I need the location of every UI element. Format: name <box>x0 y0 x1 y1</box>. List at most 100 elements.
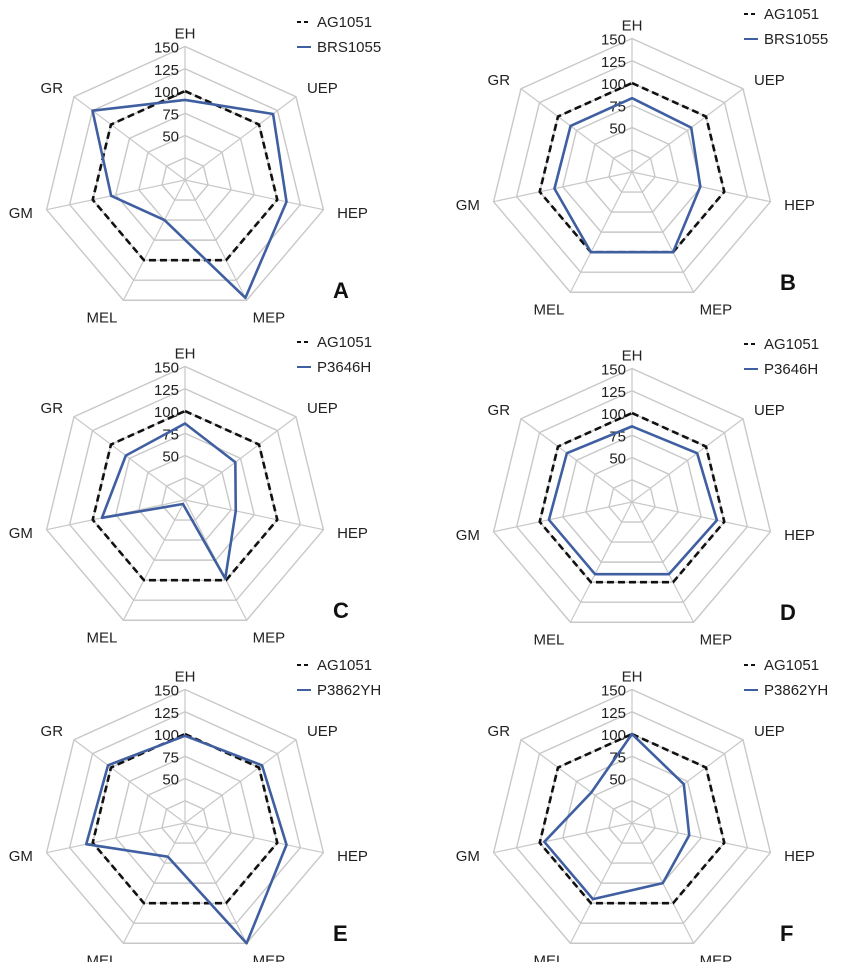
axis-label-eh: EH <box>175 669 196 686</box>
legend-label-ag1051: AG1051 <box>317 334 372 351</box>
axis-label-uep: UEP <box>307 400 338 417</box>
tick-label: 125 <box>601 384 626 401</box>
axis-label-hep: HEP <box>337 848 368 865</box>
axis-label-eh: EH <box>175 26 196 43</box>
axis-label-gm: GM <box>456 197 480 214</box>
spoke-uep <box>184 416 297 501</box>
axis-label-mep: MEP <box>253 952 286 962</box>
spoke-mel <box>122 822 186 944</box>
tick-label: 50 <box>162 449 179 466</box>
axis-label-mep: MEP <box>700 301 733 318</box>
axis-label-hep: HEP <box>337 205 368 222</box>
radar-panel-b: 5075100125150EHUEPHEPMEPMELGMGRAG1051BRS… <box>456 6 828 318</box>
grid-ring-125 <box>68 387 302 601</box>
legend-label-brs1055: BRS1055 <box>764 31 828 48</box>
spoke-mel <box>569 822 633 944</box>
legend-label-ag1051: AG1051 <box>764 6 819 23</box>
axis-label-gm: GM <box>9 525 33 542</box>
legend-label-p3862yh: P3862YH <box>764 682 828 699</box>
axis-label-gr: GR <box>41 723 64 740</box>
spoke-gr <box>73 416 186 501</box>
axis-label-hep: HEP <box>784 527 815 544</box>
spoke-uep <box>631 739 744 824</box>
tick-label: 75 <box>162 106 179 123</box>
series-p3862yh <box>543 732 691 901</box>
tick-label: 150 <box>154 40 179 57</box>
axis-label-hep: HEP <box>784 848 815 865</box>
grid-ring-50 <box>138 454 232 541</box>
tick-label: 100 <box>601 406 626 423</box>
tick-label: 100 <box>601 76 626 93</box>
tick-label: 50 <box>609 121 626 138</box>
legend-label-p3646h: P3646H <box>317 359 371 376</box>
legend-label-p3862yh: P3862YH <box>317 682 381 699</box>
tick-label: 150 <box>601 32 626 49</box>
grid-ring-75 <box>115 755 255 884</box>
spoke-uep <box>631 418 744 503</box>
axis-label-mel: MEL <box>86 952 117 962</box>
grid-ring-25 <box>161 799 209 844</box>
spoke-gm <box>493 171 633 203</box>
grid-ring-50 <box>585 126 679 213</box>
spoke-gr <box>520 88 633 173</box>
tick-label: 150 <box>601 683 626 700</box>
grid-ring-125 <box>68 710 302 924</box>
tick-label: 125 <box>154 382 179 399</box>
grid-ring-125 <box>515 710 749 924</box>
tick-label: 125 <box>154 705 179 722</box>
spoke-hep <box>631 501 771 533</box>
grid-ring-150 <box>45 688 325 944</box>
grid-ring-150 <box>45 365 325 621</box>
grid-ring-125 <box>515 59 749 273</box>
axis-label-mel: MEL <box>86 629 117 646</box>
spoke-hep <box>184 822 324 854</box>
series-ag1051 <box>538 732 726 905</box>
spoke-uep <box>184 739 297 824</box>
grid-ring-125 <box>68 67 302 281</box>
series-p3646h <box>100 422 238 580</box>
panel-letter: E <box>333 921 348 946</box>
axis-label-eh: EH <box>622 18 643 35</box>
spoke-mel <box>569 171 633 293</box>
spoke-hep <box>184 179 324 211</box>
axis-label-mep: MEP <box>253 309 286 326</box>
spoke-gr <box>73 739 186 824</box>
spoke-mep <box>184 822 248 944</box>
spoke-mep <box>631 171 695 293</box>
axis-label-mel: MEL <box>86 309 117 326</box>
grid-ring-150 <box>492 688 772 944</box>
grid-ring-75 <box>115 432 255 561</box>
panel-letter: B <box>780 270 796 295</box>
axis-label-gr: GR <box>488 72 511 89</box>
panel-letter: A <box>333 278 349 303</box>
spoke-uep <box>184 96 297 181</box>
axis-label-gm: GM <box>9 205 33 222</box>
grid-ring-25 <box>608 799 656 844</box>
legend-label-ag1051: AG1051 <box>764 336 819 353</box>
legend-label-p3646h: P3646H <box>764 361 818 378</box>
tick-label: 100 <box>601 727 626 744</box>
spoke-gr <box>520 418 633 503</box>
grid-ring-25 <box>161 156 209 201</box>
axis-label-mep: MEP <box>253 629 286 646</box>
grid-ring-50 <box>585 456 679 543</box>
spoke-mel <box>122 179 186 301</box>
grid-ring-75 <box>562 104 702 233</box>
tick-label: 50 <box>609 772 626 789</box>
grid-ring-150 <box>492 37 772 293</box>
grid-ring-150 <box>45 45 325 301</box>
legend-label-brs1055: BRS1055 <box>317 39 381 56</box>
spoke-mel <box>569 501 633 623</box>
series-ag1051 <box>538 411 726 584</box>
axis-label-mel: MEL <box>533 631 564 648</box>
tick-label: 150 <box>154 683 179 700</box>
series-ag1051 <box>91 409 279 582</box>
spoke-hep <box>184 499 324 531</box>
spoke-gm <box>493 501 633 533</box>
axis-label-eh: EH <box>622 669 643 686</box>
tick-label: 50 <box>609 451 626 468</box>
axis-label-mel: MEL <box>533 301 564 318</box>
